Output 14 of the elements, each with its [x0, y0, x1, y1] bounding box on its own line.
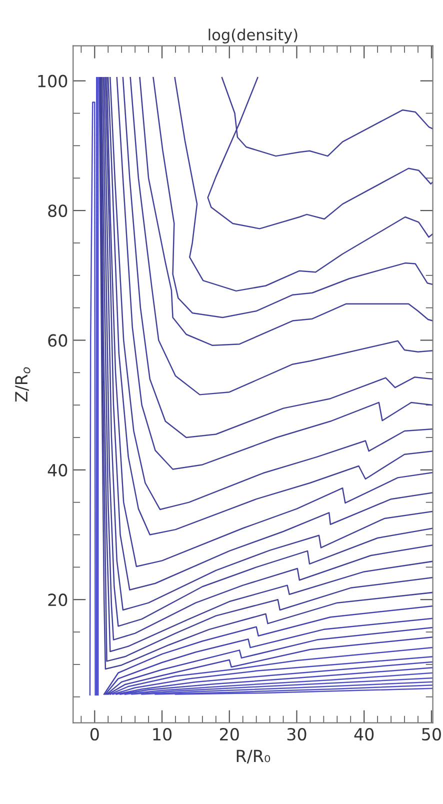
- y-axis-title: Z/R$_{o}$: [15, 367, 30, 402]
- x-tick-label: 10: [153, 728, 172, 741]
- y-tick-label: 40: [48, 464, 68, 476]
- x-axis-title: R/R₀: [236, 750, 270, 764]
- x-tick-label: 40: [354, 728, 374, 741]
- x-tick-label: 0: [90, 728, 99, 741]
- x-tick-label: 20: [220, 728, 239, 741]
- y-tick-label: 20: [48, 594, 68, 606]
- x-tick-label: 50: [422, 728, 441, 741]
- y-tick-label: 100: [38, 74, 68, 88]
- chart-title: log(density): [208, 28, 298, 44]
- y-tick-label: 80: [48, 204, 68, 218]
- x-tick-label: 30: [287, 728, 306, 741]
- y-tick-label: 60: [48, 334, 68, 347]
